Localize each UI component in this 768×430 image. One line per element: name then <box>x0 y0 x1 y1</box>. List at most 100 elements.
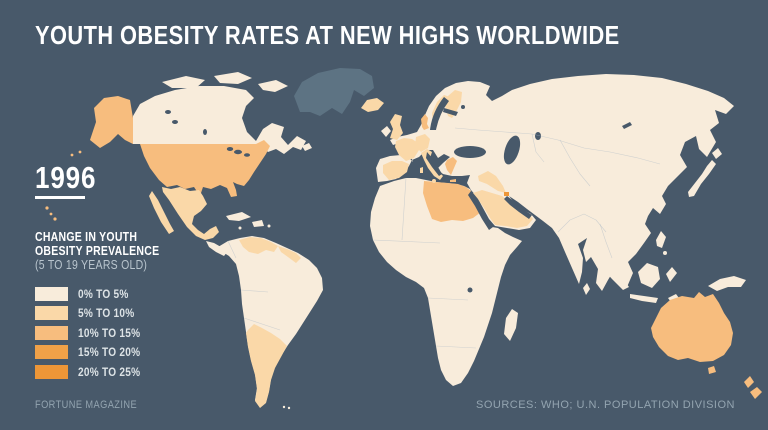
lake-victoria <box>467 287 473 293</box>
sea-black-sea <box>454 146 486 158</box>
lake-erie-ontario <box>244 153 250 157</box>
legend-item: 0% TO 5% <box>35 284 152 304</box>
region-canada <box>133 86 306 154</box>
region-kuwait <box>504 192 509 196</box>
legend-item: 15% TO 20% <box>35 343 152 363</box>
region-crete <box>450 179 456 182</box>
border-line <box>531 133 545 163</box>
sea-gulf-of-finland <box>443 108 458 116</box>
region-argentina-chile <box>246 324 287 408</box>
border-line <box>372 239 441 244</box>
legend-heading-line: CHANGE IN YOUTH <box>35 230 138 244</box>
region-madagascar <box>504 309 518 341</box>
border-line <box>427 297 469 301</box>
region-eurasia <box>376 74 734 291</box>
region-iraq <box>478 171 506 193</box>
legend-items: 0% TO 5% 5% TO 10% 10% TO 15% 15% TO 20% 20%… <box>35 284 152 382</box>
region-sri-lanka <box>583 283 590 295</box>
region-libya-egypt <box>423 181 481 222</box>
border-line <box>227 240 237 259</box>
sea-caspian <box>503 135 521 165</box>
legend-label: 5% TO 10% <box>78 306 135 321</box>
sea-persian-gulf <box>504 196 532 219</box>
region-alaska <box>90 96 133 148</box>
legend-heading-line: (5 TO 19 YEARS OLD) <box>35 258 148 272</box>
aleutian-island <box>70 153 74 157</box>
region-philippines-island <box>663 251 667 255</box>
legend-swatch <box>35 306 68 321</box>
legend-item: 20% TO 25% <box>35 362 152 382</box>
region-hawaii <box>45 206 49 210</box>
year-underline <box>35 196 85 199</box>
border-line <box>243 317 281 331</box>
region-arabia <box>473 190 533 228</box>
region-greece <box>445 157 457 175</box>
border-line <box>559 139 591 187</box>
footer-credit: FORTUNE MAGAZINE <box>35 399 138 411</box>
region-tasmania <box>708 366 716 374</box>
border-line <box>454 127 661 165</box>
legend-swatch <box>35 364 68 379</box>
region-japan-hokkaido <box>712 148 722 159</box>
legend-item: 5% TO 10% <box>35 304 152 324</box>
legend-heading-line: OBESITY PREVALENCE <box>35 244 160 258</box>
region-venezuela <box>239 237 278 254</box>
sea-adriatic <box>426 152 442 176</box>
region-puerto-rico <box>267 224 271 228</box>
legend-label: 15% TO 20% <box>78 345 141 360</box>
region-hawaii <box>53 217 57 221</box>
region-uk <box>390 114 403 140</box>
border-line <box>599 223 613 259</box>
year-label: 1996 <box>35 160 97 195</box>
region-ireland <box>381 126 391 137</box>
region-sulawesi <box>666 267 677 282</box>
legend-item: 10% TO 15% <box>35 323 152 343</box>
sea-baltic <box>430 97 449 130</box>
region-central-america <box>206 241 228 256</box>
legend-swatch <box>35 325 68 340</box>
region-sardinia <box>420 167 423 173</box>
region-canada-island <box>162 76 205 88</box>
region-newfoundland <box>302 143 312 151</box>
region-canada-island <box>258 80 288 92</box>
lake-superior <box>226 147 234 151</box>
lake-winnipeg <box>203 129 207 135</box>
region-denmark <box>421 114 429 130</box>
sea-red-sea <box>468 191 493 230</box>
region-new-zealand-north <box>744 376 754 388</box>
legend-swatch <box>35 345 68 360</box>
legend-label: 10% TO 15% <box>78 325 141 340</box>
region-hispaniola <box>252 220 264 227</box>
region-mexico <box>162 187 219 240</box>
region-guyanas <box>278 246 301 263</box>
footer-sources: SOURCES: WHO; U.N. POPULATION DIVISION <box>476 399 735 411</box>
region-philippines <box>656 231 666 248</box>
region-france <box>395 138 419 161</box>
lake-great-slave <box>172 120 178 124</box>
border-line <box>240 289 269 293</box>
region-falklands <box>287 406 291 410</box>
sea-aral <box>535 132 541 140</box>
region-sumatra <box>602 262 629 290</box>
border-line <box>557 213 607 233</box>
region-germany <box>415 134 430 152</box>
region-canada-island <box>214 72 252 84</box>
lake-ladoga <box>461 105 465 109</box>
aleutian-island <box>78 150 82 154</box>
border-line <box>435 345 477 349</box>
region-hawaii <box>49 212 53 216</box>
region-sakhalin <box>702 128 710 150</box>
region-south-america <box>218 236 323 407</box>
region-africa <box>370 178 522 386</box>
region-greenland <box>294 68 374 116</box>
page-title: YOUTH OBESITY RATES AT NEW HIGHS WORLDWI… <box>35 20 620 50</box>
legend-swatch <box>35 286 68 301</box>
region-sicily <box>432 179 436 183</box>
region-iceland <box>361 98 384 112</box>
region-new-guinea <box>708 276 746 291</box>
legend-heading: CHANGE IN YOUTH OBESITY PREVALENCE (5 TO… <box>35 230 183 272</box>
lake-baikal <box>622 122 632 129</box>
region-jamaica <box>238 226 242 230</box>
